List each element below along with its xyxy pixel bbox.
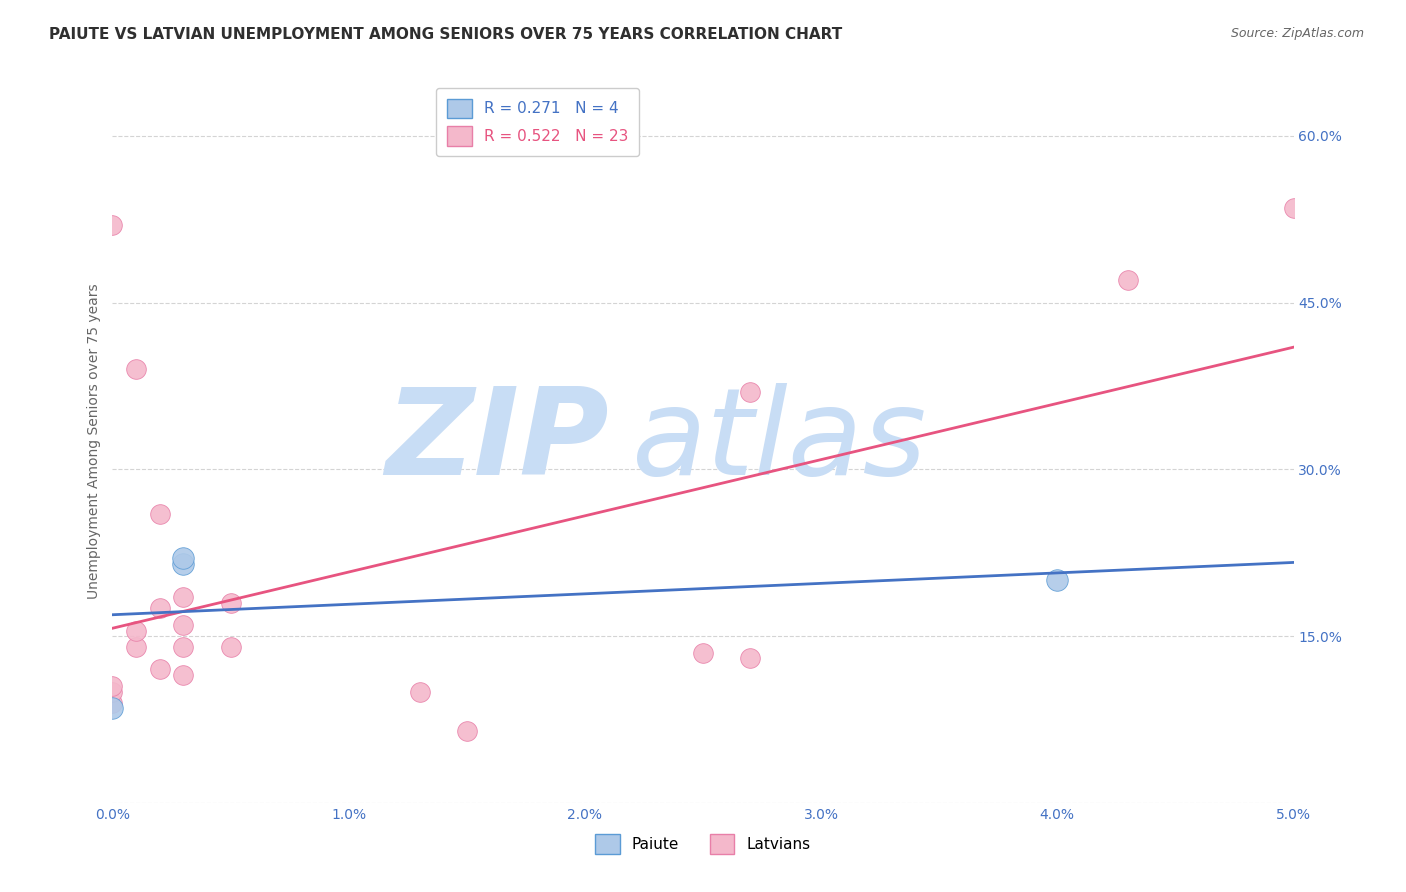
Point	[172, 551, 194, 566]
Text: ZIP: ZIP	[385, 383, 609, 500]
Point	[692, 646, 714, 660]
Point	[149, 662, 172, 676]
Point	[101, 218, 124, 232]
Point	[125, 362, 148, 376]
Point	[101, 679, 124, 693]
Point	[172, 640, 194, 655]
Point	[740, 651, 762, 665]
Text: PAIUTE VS LATVIAN UNEMPLOYMENT AMONG SENIORS OVER 75 YEARS CORRELATION CHART: PAIUTE VS LATVIAN UNEMPLOYMENT AMONG SEN…	[49, 27, 842, 42]
Point	[456, 723, 478, 738]
Point	[125, 640, 148, 655]
Text: atlas: atlas	[633, 383, 928, 500]
Point	[1282, 201, 1305, 215]
Point	[219, 640, 242, 655]
Legend: Paiute, Latvians: Paiute, Latvians	[589, 829, 817, 860]
Point	[172, 557, 194, 571]
Point	[101, 684, 124, 698]
Point	[149, 601, 172, 615]
Point	[172, 668, 194, 682]
Point	[408, 684, 430, 698]
Point	[149, 507, 172, 521]
Point	[101, 696, 124, 710]
Point	[101, 701, 124, 715]
Y-axis label: Unemployment Among Seniors over 75 years: Unemployment Among Seniors over 75 years	[87, 284, 101, 599]
Point	[172, 618, 194, 632]
Point	[172, 590, 194, 604]
Point	[1116, 273, 1139, 287]
Text: Source: ZipAtlas.com: Source: ZipAtlas.com	[1230, 27, 1364, 40]
Point	[125, 624, 148, 638]
Point	[740, 384, 762, 399]
Point	[1046, 574, 1069, 588]
Point	[219, 596, 242, 610]
